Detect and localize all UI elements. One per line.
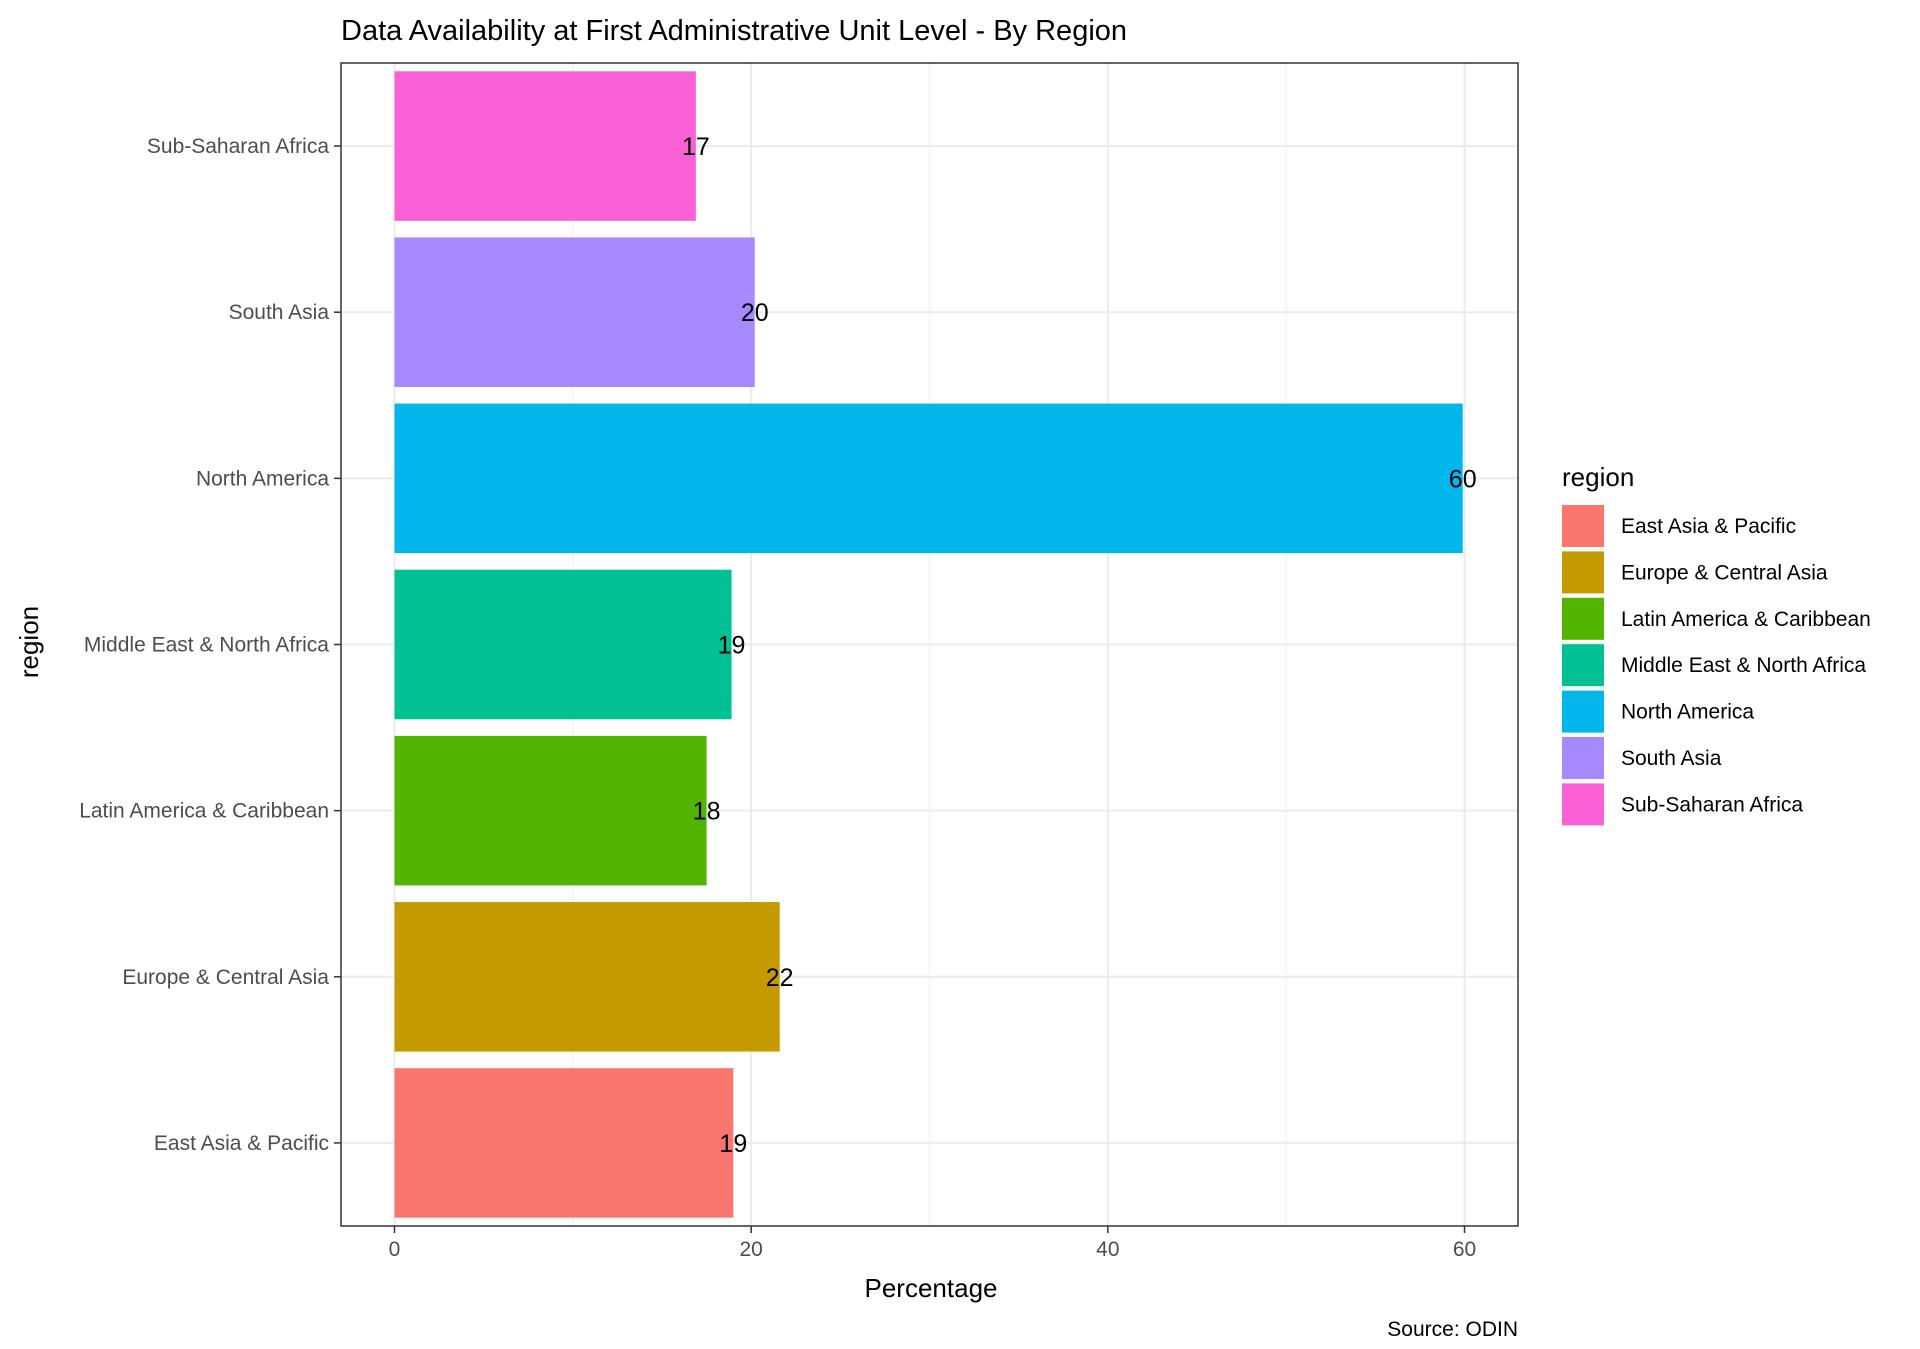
source-caption: Source: ODIN	[1387, 1318, 1518, 1341]
legend-key-middle-east-and-north-africa	[1562, 644, 1604, 687]
bar-middle-east-and-north-africa	[394, 569, 732, 720]
legend-label-east-asia-and-pacific: East Asia & Pacific	[1621, 515, 1796, 538]
bar-latin-america-and-caribbean	[394, 735, 707, 886]
legend-label-sub-saharan-africa: Sub-Saharan Africa	[1621, 793, 1803, 816]
bar-europe-and-central-asia	[394, 902, 780, 1052]
x-tick-label: 0	[389, 1238, 401, 1261]
y-tick-label-sub-saharan-africa: Sub-Saharan Africa	[147, 135, 329, 158]
bar-sub-saharan-africa	[394, 71, 696, 221]
legend-title: region	[1562, 462, 1634, 492]
legend-key-europe-and-central-asia	[1562, 551, 1604, 594]
legend-key-latin-america-and-caribbean	[1562, 597, 1604, 640]
legend-label-latin-america-and-caribbean: Latin America & Caribbean	[1621, 608, 1871, 631]
axes: 0 20 40 60 East Asia & Pacific Europe & Centr…	[79, 62, 1519, 1261]
bar-east-asia-and-pacific	[394, 1068, 734, 1218]
y-tick-label-middle-east-and-north-africa: Middle East & North Africa	[84, 634, 329, 657]
y-axis-title: region	[14, 606, 44, 678]
y-tick-label-europe-and-central-asia: Europe & Central Asia	[122, 966, 329, 989]
data-label-sub-saharan-africa: 17	[682, 133, 710, 161]
data-label-middle-east-and-north-africa: 19	[718, 632, 746, 660]
x-tick-label: 20	[739, 1238, 762, 1261]
data-label-north-america: 60	[1449, 465, 1477, 493]
x-axis-title: Percentage	[865, 1273, 998, 1303]
legend-key-south-asia	[1562, 737, 1604, 779]
bar-south-asia	[394, 237, 755, 387]
legend-label-north-america: North America	[1621, 701, 1754, 724]
y-tick-label-south-asia: South Asia	[229, 301, 330, 324]
data-label-east-asia-and-pacific: 19	[719, 1130, 747, 1158]
data-label-europe-and-central-asia: 22	[766, 964, 794, 992]
legend-label-middle-east-and-north-africa: Middle East & North Africa	[1621, 654, 1866, 677]
chart-title: Data Availability at First Administrativ…	[341, 15, 1127, 47]
y-tick-label-north-america: North America	[196, 467, 329, 490]
legend-key-north-america	[1562, 690, 1604, 733]
data-label-south-asia: 20	[741, 299, 769, 327]
legend-label-europe-and-central-asia: Europe & Central Asia	[1621, 561, 1828, 584]
x-tick-label: 40	[1096, 1238, 1119, 1261]
legend: region East Asia & Pacific Europe & Centr…	[1562, 462, 1871, 826]
data-labels: 19 22 18 19 60 20 17	[682, 133, 1477, 1158]
y-tick-label-latin-america-and-caribbean: Latin America & Caribbean	[79, 800, 329, 823]
legend-key-east-asia-and-pacific	[1562, 505, 1604, 547]
legend-label-south-asia: South Asia	[1621, 747, 1722, 770]
bars	[394, 71, 1463, 1218]
bar-north-america	[394, 403, 1463, 554]
x-tick-label: 60	[1453, 1238, 1476, 1261]
data-label-latin-america-and-caribbean: 18	[693, 798, 721, 826]
y-tick-label-east-asia-and-pacific: East Asia & Pacific	[154, 1132, 329, 1155]
legend-key-sub-saharan-africa	[1562, 783, 1604, 826]
